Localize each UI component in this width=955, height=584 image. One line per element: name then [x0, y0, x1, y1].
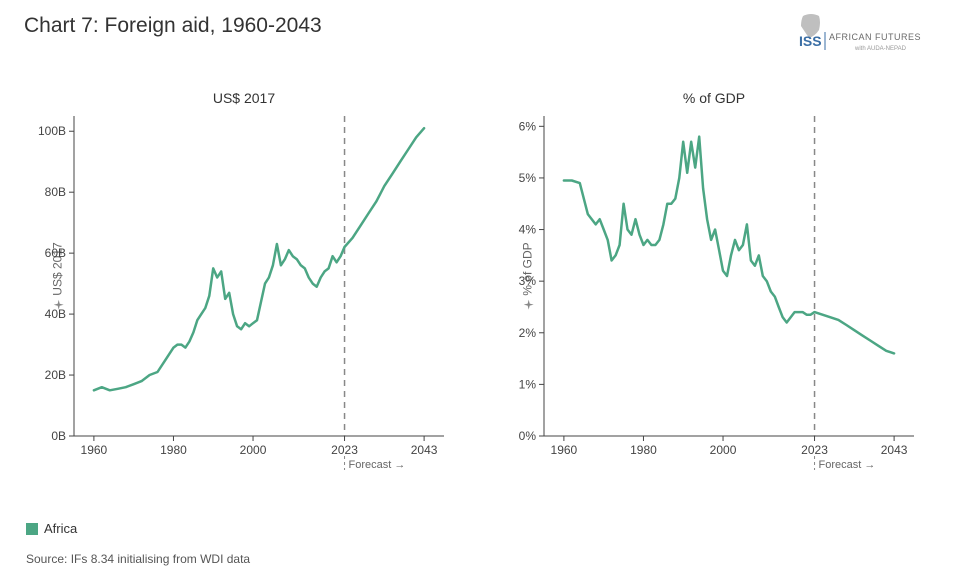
svg-text:with AUDA-NEPAD: with AUDA-NEPAD [854, 46, 907, 52]
chart-area: US$ 2017 US$ 2017 0B20B40B60B80B100B1960… [24, 90, 934, 470]
svg-text:2%: 2% [519, 326, 537, 340]
svg-text:4%: 4% [519, 223, 537, 237]
svg-text:6%: 6% [519, 119, 537, 133]
svg-text:3%: 3% [519, 274, 537, 288]
svg-text:2000: 2000 [710, 443, 737, 457]
svg-text:5%: 5% [519, 171, 537, 185]
svg-text:60B: 60B [45, 246, 66, 260]
panel-gdp-title: % of GDP [683, 90, 745, 106]
svg-text:2043: 2043 [881, 443, 908, 457]
svg-text:0%: 0% [519, 429, 537, 443]
source-text: Source: IFs 8.34 initialising from WDI d… [26, 552, 250, 566]
svg-text:2023: 2023 [331, 443, 358, 457]
svg-text:80B: 80B [45, 185, 66, 199]
svg-text:1980: 1980 [630, 443, 657, 457]
svg-text:Forecast →: Forecast → [349, 459, 406, 471]
svg-text:2023: 2023 [801, 443, 828, 457]
pin-icon [523, 300, 533, 310]
svg-text:1960: 1960 [551, 443, 578, 457]
svg-text:2043: 2043 [411, 443, 438, 457]
svg-text:ISS: ISS [799, 33, 822, 49]
legend[interactable]: Africa [26, 521, 77, 536]
svg-text:1%: 1% [519, 377, 537, 391]
legend-label: Africa [44, 521, 77, 536]
panel-usd-title: US$ 2017 [213, 90, 275, 106]
svg-text:20B: 20B [45, 368, 66, 382]
panel-usd: US$ 2017 US$ 2017 0B20B40B60B80B100B1960… [24, 90, 464, 470]
chart-title: Chart 7: Foreign aid, 1960-2043 [24, 14, 322, 38]
svg-text:1960: 1960 [81, 443, 108, 457]
plot-usd: US$ 2017 0B20B40B60B80B100B1960198020002… [74, 116, 444, 436]
plot-gdp: % of GDP 0%1%2%3%4%5%6%19601980200020232… [544, 116, 914, 436]
legend-swatch [26, 523, 38, 535]
iss-logo: ISS AFRICAN FUTURES with AUDA-NEPAD [797, 10, 937, 52]
svg-text:100B: 100B [38, 124, 66, 138]
panel-gdp: % of GDP % of GDP 0%1%2%3%4%5%6%19601980… [494, 90, 934, 470]
svg-text:0B: 0B [51, 429, 66, 443]
svg-text:40B: 40B [45, 307, 66, 321]
svg-text:AFRICAN FUTURES: AFRICAN FUTURES [829, 32, 921, 42]
svg-text:2000: 2000 [240, 443, 267, 457]
svg-text:1980: 1980 [160, 443, 187, 457]
svg-text:Forecast →: Forecast → [819, 459, 876, 471]
